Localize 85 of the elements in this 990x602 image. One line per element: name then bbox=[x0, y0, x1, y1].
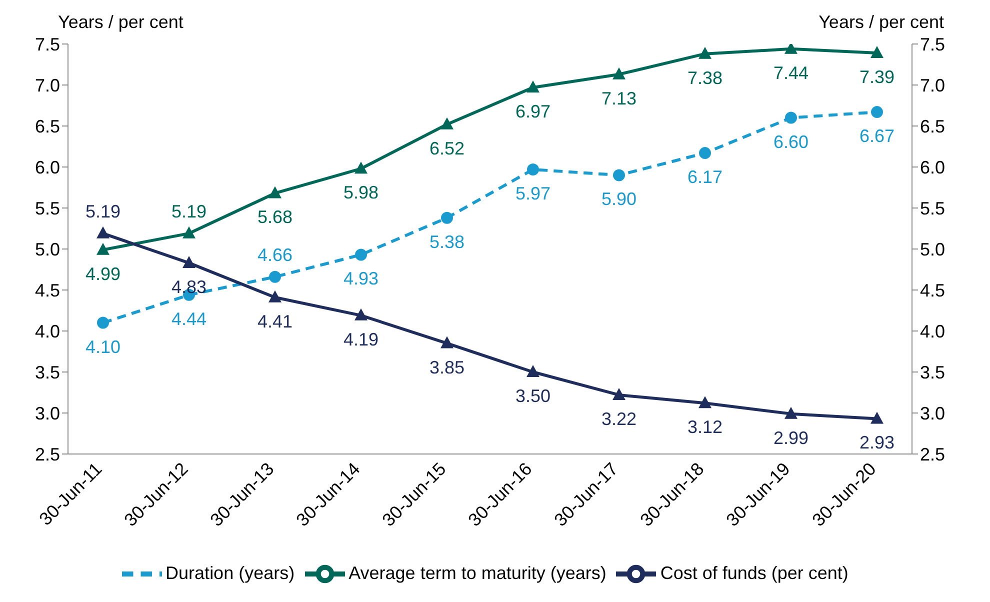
data-label: 4.66 bbox=[257, 244, 293, 265]
y-tick-label: 3.0 bbox=[34, 403, 60, 424]
y-tick-label: 4.0 bbox=[34, 321, 60, 342]
data-label: 5.38 bbox=[429, 232, 465, 252]
point bbox=[182, 226, 196, 238]
point bbox=[268, 186, 282, 198]
point bbox=[527, 163, 539, 176]
data-label: 3.85 bbox=[429, 357, 465, 378]
y-tick-label: 7.5 bbox=[34, 34, 60, 54]
point bbox=[355, 248, 367, 261]
data-label: 6.52 bbox=[429, 138, 465, 158]
y-axis-title: Years / per cent bbox=[58, 12, 184, 33]
data-label: 5.90 bbox=[601, 189, 637, 210]
point bbox=[354, 162, 368, 174]
y-tick-label: 5.0 bbox=[34, 239, 60, 260]
point bbox=[96, 226, 110, 238]
point bbox=[269, 270, 281, 283]
point bbox=[871, 106, 883, 118]
data-label: 7.38 bbox=[687, 68, 723, 88]
data-label: 4.10 bbox=[85, 336, 121, 357]
data-label: 4.44 bbox=[171, 308, 207, 329]
legend-label: Cost of funds (per cent) bbox=[660, 562, 848, 583]
y2-tick-label: 7.0 bbox=[920, 75, 946, 96]
y-tick-label: 2.5 bbox=[34, 444, 60, 464]
data-label: 6.97 bbox=[515, 101, 551, 122]
legend-label: Average term to maturity (years) bbox=[348, 562, 606, 583]
data-label: 3.12 bbox=[687, 417, 723, 438]
point bbox=[698, 46, 712, 59]
y2-tick-label: 7.5 bbox=[920, 34, 946, 54]
y2-tick-label: 4.5 bbox=[920, 280, 946, 300]
data-label: 4.83 bbox=[171, 276, 207, 297]
point bbox=[870, 46, 884, 58]
data-label: 4.41 bbox=[257, 311, 293, 332]
point bbox=[97, 316, 109, 329]
data-label: 7.44 bbox=[773, 62, 809, 83]
point bbox=[613, 169, 625, 182]
y2-tick-label: 3.0 bbox=[920, 403, 946, 424]
data-label: 2.93 bbox=[859, 432, 895, 453]
point bbox=[784, 406, 798, 419]
data-label: 4.19 bbox=[343, 329, 379, 350]
data-label: 6.17 bbox=[687, 167, 723, 188]
y2-tick-label: 6.0 bbox=[920, 157, 946, 178]
point bbox=[698, 396, 712, 408]
data-label: 5.19 bbox=[85, 201, 121, 222]
point bbox=[96, 242, 110, 255]
y-tick-label: 6.5 bbox=[34, 116, 60, 136]
y2-tick-label: 6.5 bbox=[920, 116, 946, 136]
point bbox=[526, 365, 540, 377]
data-label: 5.97 bbox=[515, 183, 551, 204]
y-tick-label: 6.0 bbox=[34, 157, 60, 178]
data-label: 4.93 bbox=[343, 268, 379, 289]
data-label: 3.22 bbox=[601, 408, 637, 429]
point bbox=[441, 212, 453, 224]
point bbox=[440, 117, 454, 130]
y2-tick-label: 3.5 bbox=[920, 362, 946, 382]
data-label: 6.67 bbox=[859, 126, 895, 146]
y2-axis-title: Years / per cent bbox=[818, 12, 944, 33]
point bbox=[612, 388, 626, 400]
point bbox=[612, 67, 626, 80]
y-tick-label: 3.5 bbox=[34, 362, 60, 382]
point bbox=[699, 147, 711, 160]
point bbox=[354, 308, 368, 320]
y-tick-label: 5.5 bbox=[34, 198, 60, 218]
data-label: 5.68 bbox=[257, 207, 293, 228]
data-label: 5.19 bbox=[171, 201, 207, 222]
data-label: 7.39 bbox=[859, 67, 895, 88]
data-label: 4.99 bbox=[85, 264, 121, 284]
y-tick-label: 7.0 bbox=[34, 75, 60, 96]
point bbox=[268, 290, 282, 302]
point bbox=[785, 112, 797, 124]
point bbox=[870, 412, 884, 424]
data-label: 3.50 bbox=[515, 386, 551, 406]
y2-tick-label: 4.0 bbox=[920, 321, 946, 342]
data-label: 2.99 bbox=[773, 428, 809, 448]
legend-label: Duration (years) bbox=[166, 562, 295, 583]
point bbox=[182, 256, 196, 268]
data-label: 7.13 bbox=[601, 88, 637, 108]
y2-tick-label: 2.5 bbox=[920, 444, 946, 464]
y2-tick-label: 5.5 bbox=[920, 198, 946, 218]
y-tick-label: 4.5 bbox=[34, 280, 60, 300]
point bbox=[440, 336, 454, 348]
data-label: 6.60 bbox=[773, 132, 809, 152]
point bbox=[526, 80, 540, 92]
y2-tick-label: 5.0 bbox=[920, 239, 946, 260]
data-label: 5.98 bbox=[343, 182, 379, 203]
